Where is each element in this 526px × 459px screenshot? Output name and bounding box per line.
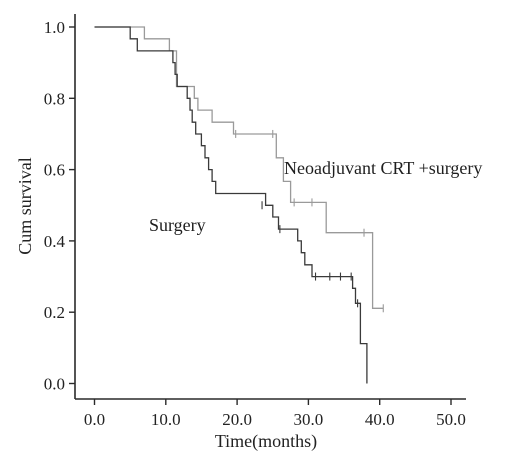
x-tick-label: 10.0 [151, 410, 181, 429]
y-tick-label: 0.0 [44, 375, 65, 394]
annotation-crt-surgery: Neoadjuvant CRT +surgery [284, 158, 482, 178]
x-tick-label: 40.0 [365, 410, 395, 429]
survival-curve-surgery [94, 26, 368, 384]
annotation-surgery: Surgery [149, 215, 206, 235]
y-axis-title: Cum survival [15, 157, 35, 255]
censor-marks [235, 129, 384, 313]
x-tick-label: 20.0 [222, 410, 252, 429]
y-tick-label: 0.2 [44, 303, 65, 322]
axes [74, 14, 466, 400]
y-tick-label: 0.6 [44, 161, 65, 180]
x-tick-label: 0.0 [84, 410, 105, 429]
tick-labels: 0.0 10.0 20.0 30.0 40.0 50.0 0.0 0.2 0.4 0.6 0.8 1.… [44, 18, 466, 429]
x-tick-label: 50.0 [436, 410, 466, 429]
y-tick-label: 1.0 [44, 18, 65, 37]
y-tick-label: 0.8 [44, 89, 65, 108]
x-tick-label: 30.0 [294, 410, 324, 429]
ticks [69, 26, 452, 405]
x-axis-title: Time(months) [215, 431, 317, 452]
y-tick-label: 0.4 [44, 232, 66, 251]
series-group [94, 26, 384, 384]
